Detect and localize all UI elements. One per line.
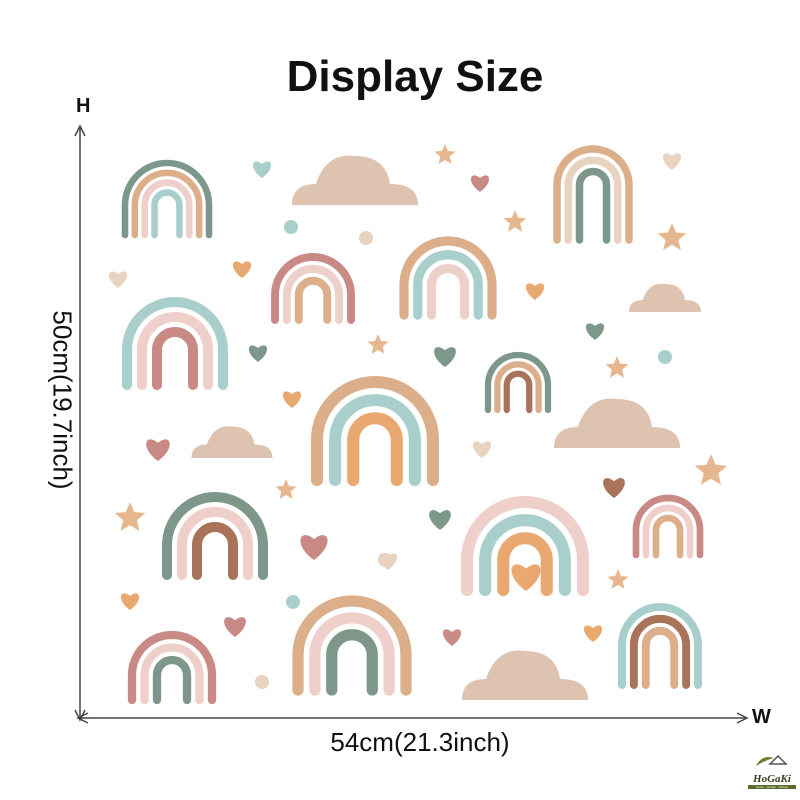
rainbow-band [399, 236, 497, 320]
heart [108, 271, 128, 288]
cloud [292, 155, 418, 205]
rainbow-band [177, 507, 253, 580]
rainbow-band [641, 626, 679, 689]
star [367, 334, 389, 354]
dot [255, 675, 269, 689]
cloud [462, 650, 588, 700]
heart [248, 345, 268, 362]
cloud [629, 283, 701, 312]
rainbow-band [121, 159, 213, 239]
dot [658, 350, 672, 364]
heart [429, 510, 451, 530]
heart [224, 617, 246, 637]
rainbow-band [632, 494, 704, 559]
rainbow-band [294, 276, 332, 324]
star [694, 454, 728, 485]
heart [585, 323, 605, 340]
rainbow-band [326, 629, 378, 696]
heart [525, 283, 545, 300]
height-label: H [76, 95, 91, 117]
rainbow-band [618, 603, 702, 689]
rainbow-band [162, 492, 268, 580]
rainbow-band [152, 327, 198, 390]
dot [284, 220, 298, 234]
heart [282, 391, 302, 408]
heart [146, 439, 170, 461]
heart [442, 629, 462, 646]
rainbow-band [271, 253, 355, 324]
brand-logo: HoGaKi Home · garden · kitchen [748, 752, 796, 789]
heart [434, 347, 456, 367]
rainbow-band [137, 312, 213, 390]
star [657, 223, 687, 251]
rainbow-band [192, 522, 238, 580]
width-label: W [752, 706, 771, 728]
rainbow-band [127, 630, 217, 705]
rainbow-band [460, 496, 590, 597]
rainbow-band [479, 514, 571, 597]
heart [300, 535, 328, 560]
rainbow-band [413, 250, 483, 320]
rainbow-band [122, 297, 228, 390]
heart [603, 478, 625, 498]
star [503, 210, 527, 232]
rainbow-band [484, 351, 552, 414]
rainbow-band [652, 514, 684, 559]
rainbow-band [140, 643, 204, 705]
heart [470, 175, 490, 192]
rainbow-band [310, 376, 440, 487]
heart [662, 153, 682, 170]
rainbow-band [629, 614, 691, 689]
rainbow-band [575, 167, 611, 244]
logo-tagline: Home · garden · kitchen [748, 785, 796, 789]
heart [583, 625, 603, 642]
page-title: Display Size [286, 52, 544, 101]
rainbow-band [151, 189, 183, 239]
star [605, 356, 629, 378]
rainbow-band [426, 263, 470, 320]
height-dimension: 50cm(19.7inch) [47, 310, 78, 490]
rainbow-band [329, 394, 421, 487]
rainbow-band [497, 532, 553, 597]
rainbow-band [282, 264, 344, 324]
rainbow-band [141, 179, 193, 239]
heart [472, 441, 492, 458]
dot [286, 595, 300, 609]
dot [378, 553, 392, 567]
heart [120, 593, 140, 610]
logo-name: HoGaKi [753, 773, 791, 785]
star [275, 479, 297, 499]
rainbow-band [553, 145, 633, 244]
rainbow-band [503, 370, 533, 414]
rainbow-band [564, 156, 622, 244]
cloud [554, 398, 680, 448]
cloud [191, 426, 273, 458]
rainbow-band [494, 361, 542, 414]
heart [232, 261, 252, 278]
dot [359, 231, 373, 245]
rainbow-band [152, 655, 192, 705]
rainbow-band [642, 504, 694, 559]
heart [252, 161, 272, 178]
rainbow-band [131, 169, 203, 239]
heart [511, 564, 541, 591]
rainbow-band [292, 595, 412, 696]
star [434, 144, 456, 164]
star [607, 569, 629, 589]
rainbow-band [347, 412, 403, 487]
width-dimension: 54cm(21.3inch) [330, 727, 510, 757]
house-leaf-icon [756, 754, 788, 766]
star [114, 502, 146, 531]
rainbow-band [309, 612, 395, 696]
